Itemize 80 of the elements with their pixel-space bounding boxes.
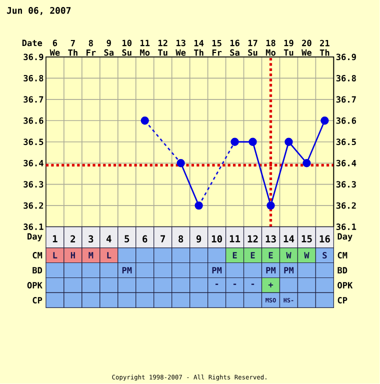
category-label: BD (32, 267, 42, 274)
y-tick-label: 36.6 (24, 117, 44, 124)
y2-tick-label: 36.2 (336, 202, 356, 209)
x2-tick-label: 10 (212, 235, 222, 243)
y2-tick-label: 36.7 (336, 96, 356, 103)
text: Day (338, 233, 353, 242)
text: L (107, 252, 112, 258)
category-label: BD (338, 267, 348, 274)
category-label: OPK (338, 282, 353, 288)
y2-tick-label: 36.8 (336, 74, 356, 82)
text: H (71, 252, 76, 258)
x2-tick-label: 6 (142, 235, 148, 243)
y-tick-label: 36.5 (24, 138, 44, 146)
x-tick-label: 21 Th (320, 40, 330, 56)
text: + (268, 282, 274, 288)
category-label: OPK (28, 282, 43, 288)
x-tick-label: 15 Fr (212, 40, 222, 56)
y2-tick-label: 36.4 (336, 160, 356, 166)
x2-tick-label: 8 (178, 235, 184, 243)
x-tick-label: 10 Su (122, 40, 132, 56)
x-tick-label: 12 Tu (158, 40, 168, 56)
x-tick-label: 7 Th (68, 40, 78, 56)
y-tick-label: 36.2 (24, 202, 44, 209)
category-label: CP (338, 296, 348, 304)
text: E (233, 252, 237, 258)
y-tick-label: 36.1 (24, 224, 44, 230)
chart-title: Jun 06, 2007 (7, 7, 71, 15)
x-tick-label: 8 Fr (86, 40, 96, 56)
y-tick-label: 36.3 (24, 181, 44, 188)
x2-tick-label: 16 (320, 235, 330, 243)
x-tick-label: 13 We (176, 40, 186, 56)
y2-tick-label: 36.9 (336, 54, 356, 60)
category-label: CM (32, 252, 42, 259)
x-tick-label: 11 Mo (140, 40, 150, 56)
text: W (286, 252, 292, 258)
x2-tick-label: 9 (196, 235, 202, 243)
x2-tick-label: 11 (230, 235, 240, 242)
x-tick-label: 18 Mo (266, 40, 276, 56)
y2-tick-label: 36.1 (336, 224, 356, 230)
y2-tick-label: 36.5 (336, 138, 356, 146)
y-tick-label: 36.7 (24, 96, 44, 103)
x-tick-label: 14 Th (194, 40, 204, 56)
x2-tick-label: 14 (284, 235, 294, 242)
text: W (304, 252, 310, 258)
y-tick-label: 36.9 (24, 54, 44, 60)
y2-tick-label: 36.3 (336, 181, 356, 188)
text: L (53, 252, 58, 258)
text: PM (212, 267, 222, 274)
text: E (251, 252, 255, 258)
x2-axis-title: Day (28, 233, 42, 242)
x-axis-title: Date (22, 40, 42, 46)
x2-tick-label: 1 (53, 235, 58, 242)
text: M (88, 252, 94, 258)
category-label: CM (338, 252, 348, 259)
text: PM (266, 267, 276, 274)
x2-tick-label: 15 (302, 235, 312, 242)
y2-tick-label: 36.6 (336, 117, 356, 124)
x2-tick-label: 5 (124, 235, 130, 242)
x-tick-label: 20 We (302, 40, 312, 56)
x-tick-label: 6 We (50, 40, 60, 56)
text: - (216, 284, 218, 285)
y-tick-label: 36.8 (24, 74, 44, 82)
text: PM (122, 267, 132, 274)
text: - (252, 284, 254, 285)
text: E (269, 252, 273, 258)
y-tick-label: 36.4 (24, 160, 44, 166)
text: S (322, 252, 327, 259)
x2-tick-label: 4 (106, 235, 112, 242)
x2-tick-label: 3 (88, 235, 94, 243)
text: PM (284, 267, 294, 274)
x2-tick-label: 12 (248, 235, 258, 242)
x2-tick-label: 2 (70, 235, 76, 242)
category-label: CP (32, 296, 42, 304)
x-tick-label: 19 Tu (284, 40, 294, 56)
x2-tick-label: 13 (266, 235, 276, 243)
text: - (234, 284, 236, 285)
x2-tick-label: 7 (160, 235, 166, 242)
x-tick-label: 9 Sa (104, 40, 114, 56)
x-tick-label: 16 Sa (230, 40, 240, 56)
x-tick-label: 17 Su (248, 40, 258, 56)
